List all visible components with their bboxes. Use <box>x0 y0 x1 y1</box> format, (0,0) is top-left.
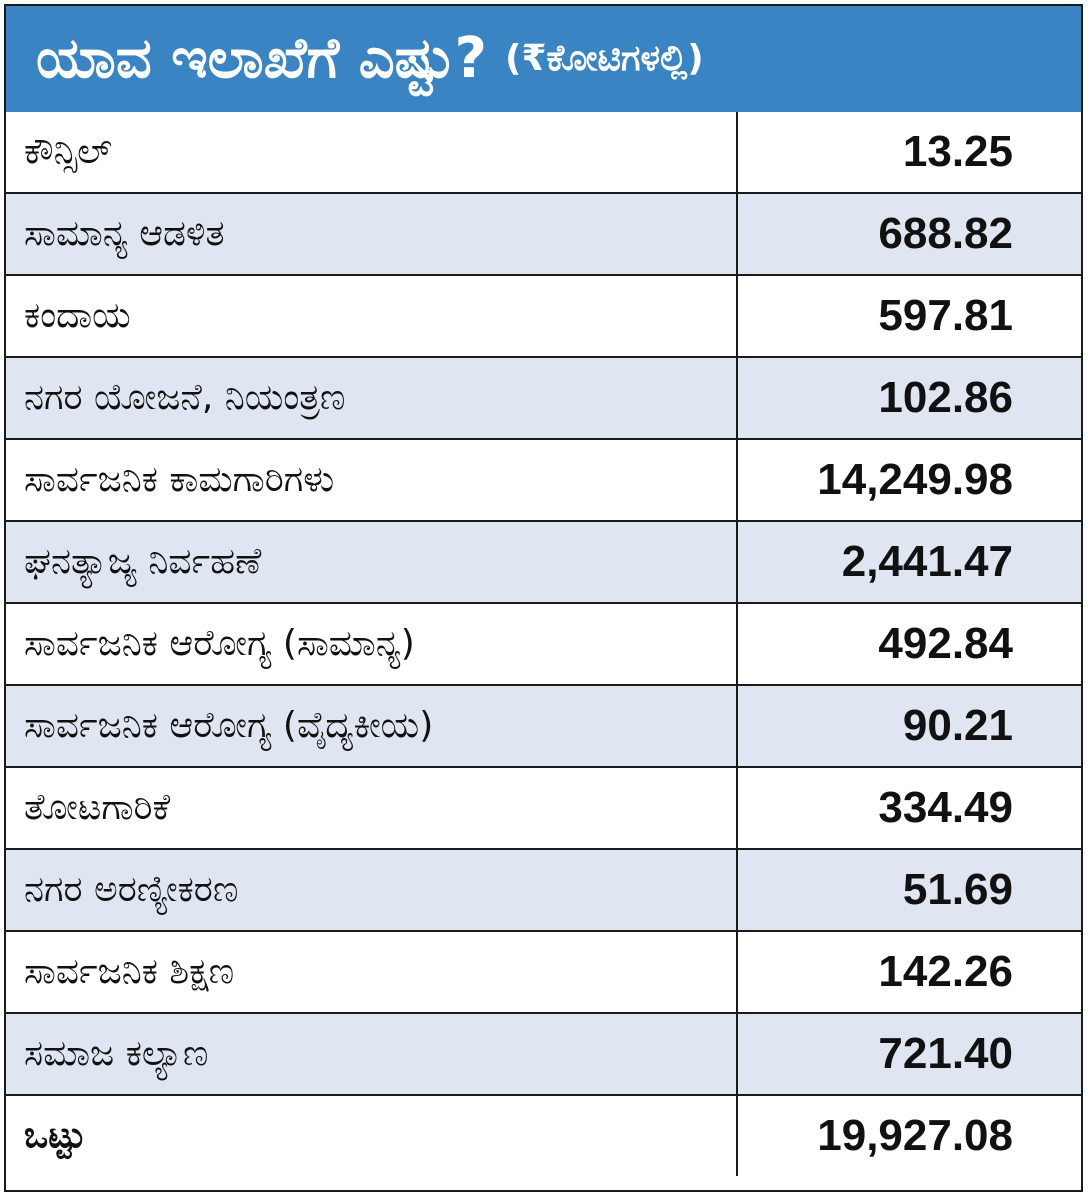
department-label: ಕಂದಾಯ <box>6 276 738 356</box>
table-row: ಸಾಮಾನ್ಯ ಆಡಳಿತ 688.82 <box>6 192 1081 274</box>
table-row: ಸಾರ್ವಜನಿಕ ಆರೋಗ್ಯ (ವೈದ್ಯಕೀಯ) 90.21 <box>6 684 1081 766</box>
department-label: ಸಾಮಾನ್ಯ ಆಡಳಿತ <box>6 194 738 274</box>
table-row: ಕೌನ್ಸಿಲ್ 13.25 <box>6 112 1081 192</box>
budget-table: ಯಾವ ಇಲಾಖೆಗೆ ಎಷ್ಟು? (₹ಕೋಟಿಗಳಲ್ಲಿ) ಕೌನ್ಸಿಲ… <box>4 4 1083 1192</box>
amount-value: 102.86 <box>878 373 1013 422</box>
department-label: ಕೌನ್ಸಿಲ್ <box>6 112 738 192</box>
table-unit: (₹ಕೋಟಿಗಳಲ್ಲಿ) <box>505 38 704 79</box>
table-row: ಕಂದಾಯ 597.81 <box>6 274 1081 356</box>
department-label: ಸಮಾಜ ಕಲ್ಯಾಣ <box>6 1014 738 1094</box>
table-row: ಘನತ್ಯಾಜ್ಯ ನಿರ್ವಹಣೆ 2,441.47 <box>6 520 1081 602</box>
amount-value: 597.81 <box>878 291 1013 340</box>
department-label: ಸಾರ್ವಜನಿಕ ಕಾಮಗಾರಿಗಳು <box>6 440 738 520</box>
table-row: ನಗರ ಅರಣ್ಯೀಕರಣ 51.69 <box>6 848 1081 930</box>
table-row: ತೋಟಗಾರಿಕೆ 334.49 <box>6 766 1081 848</box>
amount-value: 13.25 <box>902 127 1013 176</box>
total-value: 19,927.08 <box>817 1111 1013 1160</box>
amount-value: 492.84 <box>878 619 1013 668</box>
amount-value: 688.82 <box>878 209 1013 258</box>
table-title: ಯಾವ ಇಲಾಖೆಗೆ ಎಷ್ಟು? <box>36 26 488 91</box>
table-row: ಸಾರ್ವಜನಿಕ ಆರೋಗ್ಯ (ಸಾಮಾನ್ಯ) 492.84 <box>6 602 1081 684</box>
department-label: ಘನತ್ಯಾಜ್ಯ ನಿರ್ವಹಣೆ <box>6 522 738 602</box>
amount-value: 90.21 <box>902 701 1013 750</box>
amount-value: 51.69 <box>902 865 1013 914</box>
department-label: ಸಾರ್ವಜನಿಕ ಶಿಕ್ಷಣ <box>6 932 738 1012</box>
table-row: ಸಾರ್ವಜನಿಕ ಶಿಕ್ಷಣ 142.26 <box>6 930 1081 1012</box>
table-body: ಕೌನ್ಸಿಲ್ 13.25 ಸಾಮಾನ್ಯ ಆಡಳಿತ 688.82 ಕಂದಾಯ 597… <box>6 112 1081 1176</box>
table-row: ಸಮಾಜ ಕಲ್ಯಾಣ 721.40 <box>6 1012 1081 1094</box>
amount-value: 142.26 <box>878 947 1013 996</box>
department-label: ತೋಟಗಾರಿಕೆ <box>6 768 738 848</box>
amount-value: 721.40 <box>878 1029 1013 1078</box>
table-row: ನಗರ ಯೋಜನೆ, ನಿಯಂತ್ರಣ 102.86 <box>6 356 1081 438</box>
department-label: ಸಾರ್ವಜನಿಕ ಆರೋಗ್ಯ (ಸಾಮಾನ್ಯ) <box>6 604 738 684</box>
table-total-row: ಒಟ್ಟು 19,927.08 <box>6 1094 1081 1176</box>
total-label: ಒಟ್ಟು <box>6 1096 738 1176</box>
amount-value: 2,441.47 <box>841 537 1013 586</box>
table-row: ಸಾರ್ವಜನಿಕ ಕಾಮಗಾರಿಗಳು 14,249.98 <box>6 438 1081 520</box>
amount-value: 334.49 <box>878 783 1013 832</box>
department-label: ನಗರ ಯೋಜನೆ, ನಿಯಂತ್ರಣ <box>6 358 738 438</box>
department-label: ನಗರ ಅರಣ್ಯೀಕರಣ <box>6 850 738 930</box>
amount-value: 14,249.98 <box>817 455 1013 504</box>
table-header: ಯಾವ ಇಲಾಖೆಗೆ ಎಷ್ಟು? (₹ಕೋಟಿಗಳಲ್ಲಿ) <box>6 6 1081 114</box>
department-label: ಸಾರ್ವಜನಿಕ ಆರೋಗ್ಯ (ವೈದ್ಯಕೀಯ) <box>6 686 738 766</box>
